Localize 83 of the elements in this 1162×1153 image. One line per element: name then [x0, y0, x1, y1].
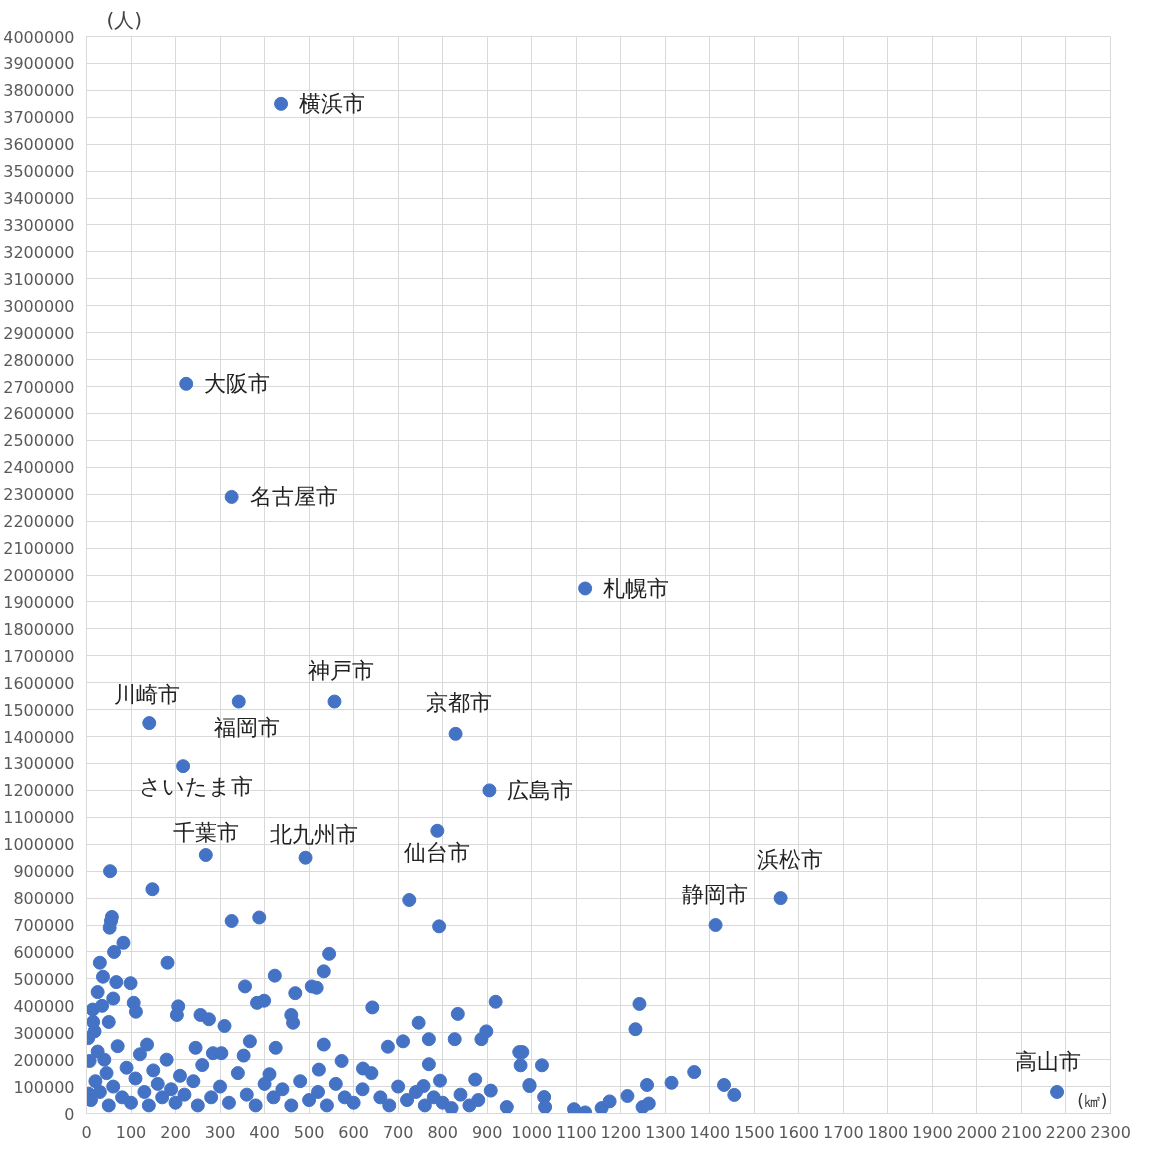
y-tick-label: 1700000 — [3, 646, 75, 666]
x-tick-label: 600 — [338, 1122, 369, 1142]
y-tick-label: 3500000 — [3, 162, 75, 182]
annotation: 仙台市 — [404, 840, 471, 866]
y-tick-label: 2300000 — [3, 485, 75, 505]
y-tick-label: 3400000 — [3, 189, 75, 209]
annotation: 千葉市 — [172, 819, 239, 845]
y-tick-label: 3700000 — [3, 108, 75, 128]
y-tick-label: 1400000 — [3, 727, 75, 747]
x-tick-label: 1500 — [733, 1122, 775, 1142]
y-tick-label: 2400000 — [3, 458, 75, 478]
x-tick-label: 1300 — [644, 1122, 686, 1142]
annotation: 北九州市 — [269, 822, 358, 848]
y-tick-label: 1800000 — [3, 619, 75, 639]
y-tick-label: 1000000 — [3, 835, 75, 855]
y-tick-label: 2600000 — [3, 404, 75, 424]
y-tick-label: 800000 — [13, 889, 75, 909]
x-tick-label: 800 — [427, 1122, 458, 1142]
y-tick-label: 100000 — [13, 1077, 75, 1097]
x-tick-label: 1400 — [689, 1122, 731, 1142]
y-tick-label: 2200000 — [3, 512, 75, 532]
x-tick-label: 2300 — [1090, 1122, 1131, 1142]
x-tick-label: 500 — [293, 1122, 325, 1142]
x-tick-label: 1000 — [511, 1122, 553, 1142]
y-tick-label: 1900000 — [3, 592, 75, 612]
x-tick-label: 900 — [471, 1122, 503, 1142]
y-tick-label: 200000 — [13, 1050, 75, 1070]
annotation: 川崎市 — [114, 681, 181, 707]
annotation: 名古屋市 — [249, 484, 338, 510]
annotation: 京都市 — [425, 690, 492, 716]
y-tick-label: 3600000 — [3, 135, 75, 155]
y-tick-label: 3000000 — [3, 296, 75, 316]
y-tick-label: 3100000 — [3, 269, 75, 289]
y-tick-label: 2900000 — [3, 323, 75, 343]
y-tick-label: 4000000 — [3, 27, 75, 47]
y-tick-label: 2100000 — [3, 539, 75, 559]
annotation: 浜松市 — [756, 846, 823, 872]
annotation: 福岡市 — [213, 715, 280, 741]
annotation: 札幌市 — [603, 575, 670, 601]
x-tick-label: 1100 — [555, 1122, 597, 1142]
annotation: 大阪市 — [204, 371, 271, 397]
y-tick-label: 1300000 — [3, 754, 75, 774]
y-tick-label: 2000000 — [3, 566, 75, 585]
y-tick-label: 1500000 — [3, 700, 75, 720]
y-tick-label: 2500000 — [3, 431, 75, 451]
y-tick-label: 3900000 — [3, 54, 75, 74]
annotation: さいたま市 — [139, 773, 254, 799]
y-tick-label: 700000 — [13, 916, 75, 936]
x-tick-label: 1700 — [823, 1122, 864, 1142]
annotation: 高山市 — [1015, 1049, 1082, 1075]
annotation: 静岡市 — [681, 881, 748, 907]
x-tick-label: 2200 — [1045, 1122, 1087, 1142]
y-tick-label: 2700000 — [3, 377, 75, 397]
y-tick-label: 500000 — [13, 969, 75, 989]
x-tick-label: 1800 — [867, 1122, 909, 1142]
y-tick-label: 1100000 — [3, 808, 75, 828]
y-axis-title: (人) — [106, 7, 143, 32]
y-tick-label: 0 — [64, 1104, 75, 1124]
annotation: 広島市 — [507, 777, 574, 803]
y-tick-label: 300000 — [13, 1023, 75, 1043]
annotation: 横浜市 — [299, 91, 366, 117]
x-tick-label: 700 — [382, 1122, 414, 1142]
x-tick-label: 300 — [204, 1122, 236, 1142]
annotation: 神戸市 — [308, 658, 375, 684]
y-tick-label: 1200000 — [3, 781, 75, 801]
x-axis-title: (㎢) — [1077, 1090, 1108, 1111]
y-tick-label: 2800000 — [3, 350, 75, 370]
x-tick-label: 1200 — [600, 1122, 642, 1142]
y-tick-label: 3300000 — [3, 215, 75, 235]
x-tick-label: 2000 — [956, 1122, 998, 1142]
y-tick-label: 400000 — [13, 996, 75, 1016]
y-tick-label: 600000 — [13, 942, 75, 962]
x-tick-label: 2100 — [1001, 1122, 1042, 1142]
y-tick-label: 3800000 — [3, 81, 75, 101]
x-tick-label: 1900 — [912, 1122, 953, 1142]
x-tick-label: 0 — [81, 1122, 92, 1142]
y-tick-label: 3200000 — [3, 242, 75, 262]
x-tick-label: 400 — [249, 1122, 280, 1142]
y-tick-label: 900000 — [13, 862, 75, 882]
x-tick-label: 200 — [160, 1122, 191, 1142]
y-tick-label: 1600000 — [3, 673, 75, 693]
x-tick-label: 1600 — [778, 1122, 820, 1142]
x-tick-label: 100 — [115, 1122, 147, 1142]
